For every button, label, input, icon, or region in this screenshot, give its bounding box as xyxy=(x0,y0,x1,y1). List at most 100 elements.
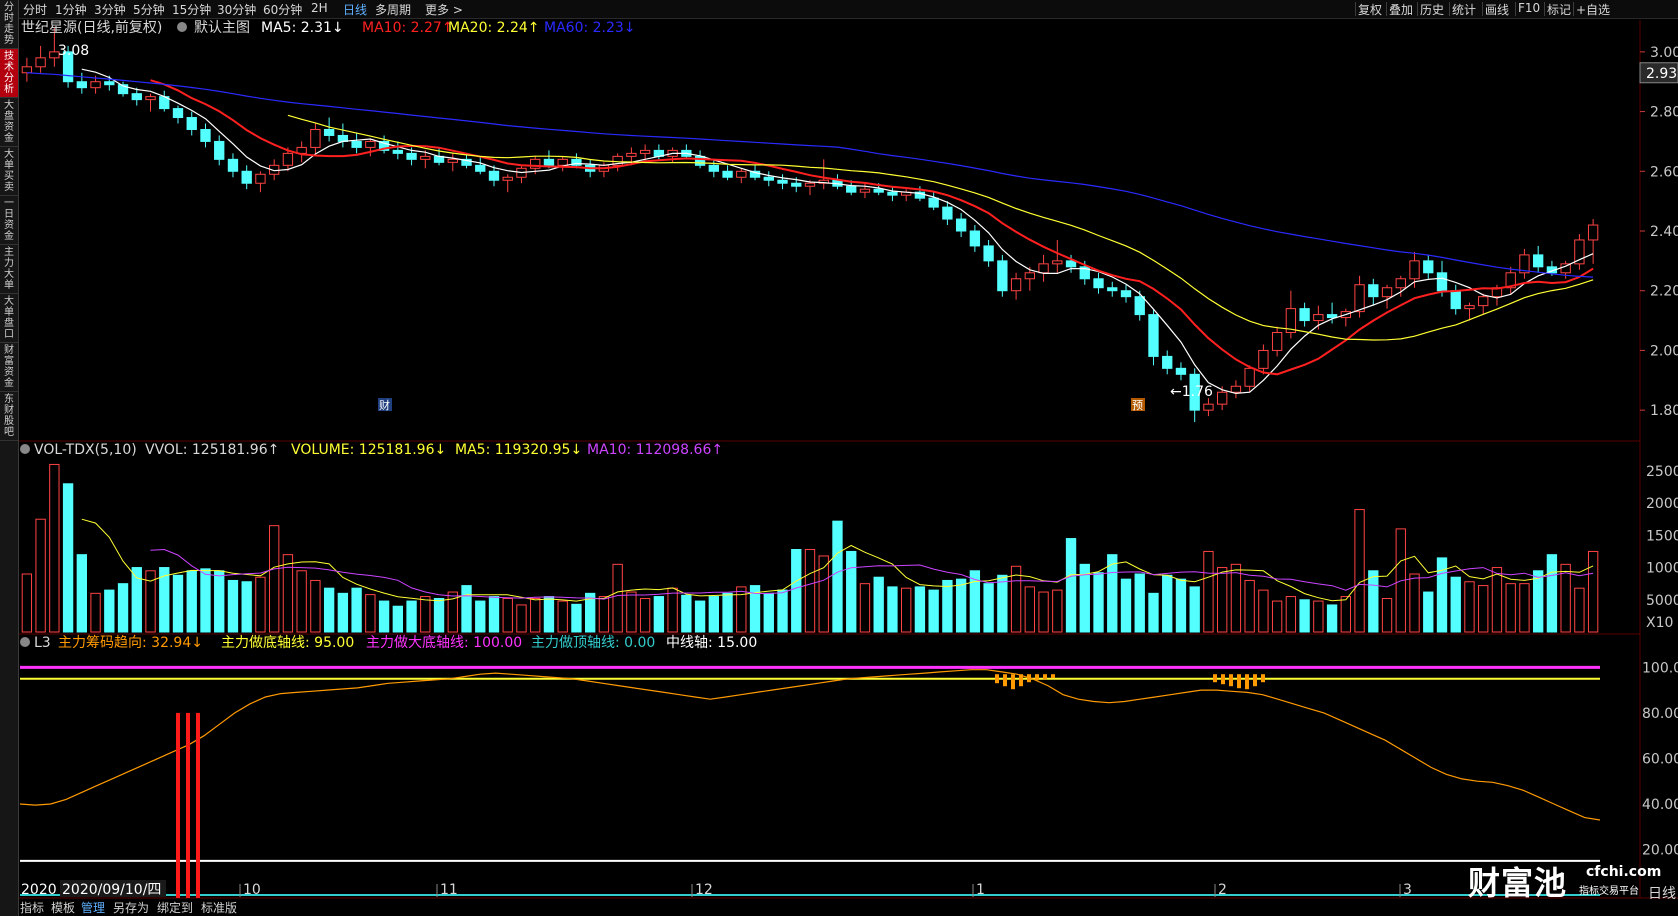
volume-bar xyxy=(667,587,678,633)
sidebar-item-0[interactable]: 分时走势 xyxy=(0,0,18,49)
toolbar-button-3[interactable]: 统计 xyxy=(1452,3,1477,17)
timeframe-9[interactable]: 多周期 xyxy=(375,3,412,17)
timeframe-3[interactable]: 5分钟 xyxy=(133,3,165,17)
volume-bar xyxy=(942,579,953,633)
candle-body xyxy=(351,140,362,148)
candle-body xyxy=(1175,367,1187,375)
volume-bar xyxy=(502,597,513,633)
toolbar-button-1[interactable]: 叠加 xyxy=(1389,3,1414,17)
timeframe-1[interactable]: 1分钟 xyxy=(55,3,87,17)
candle-body xyxy=(887,191,898,196)
candle-body xyxy=(1024,272,1035,280)
toolbar-button-5[interactable]: F10 xyxy=(1518,1,1541,15)
sidebar-item-5[interactable]: 主力大单 xyxy=(0,245,18,294)
bottom-tab-standard[interactable]: 标准版 xyxy=(201,901,238,915)
candle-body xyxy=(420,155,431,160)
candle-body xyxy=(104,81,115,86)
timeframe-6[interactable]: 60分钟 xyxy=(263,3,303,17)
toolbar-separator xyxy=(1386,2,1387,16)
orange-signal-bar xyxy=(1019,674,1023,687)
candle-body xyxy=(557,158,568,166)
volume-bar xyxy=(612,563,623,633)
orange-signal-bar xyxy=(1229,674,1233,687)
indicator-axis-label: 80.00 xyxy=(1642,706,1678,722)
candle-body xyxy=(406,152,417,160)
candle-body xyxy=(736,170,747,178)
volume-bar xyxy=(1313,600,1324,633)
candle-body xyxy=(214,140,225,160)
orange-signal-bar xyxy=(1003,674,1007,687)
candle-body xyxy=(1313,314,1324,322)
candle-body xyxy=(1230,385,1242,393)
volume-bar xyxy=(1258,589,1269,633)
sidebar-item-1[interactable]: 技术分析 xyxy=(0,49,18,98)
volume-bar xyxy=(406,600,417,633)
volume-bar xyxy=(598,596,610,633)
price-axis-label: 2.00 xyxy=(1650,343,1678,359)
timeframe-2[interactable]: 3分钟 xyxy=(94,3,126,17)
bottom-tab-manage[interactable]: 管理 xyxy=(81,901,106,915)
volume-bar xyxy=(571,603,582,633)
sidebar-item-4[interactable]: 一日资金 xyxy=(0,196,18,245)
volume-settings-icon xyxy=(20,444,30,454)
sidebar-item-8[interactable]: 东财股吧 xyxy=(0,392,18,441)
logo-domain: cfchi.com xyxy=(1586,864,1662,880)
candle-body xyxy=(1326,314,1338,319)
volume-bar xyxy=(488,596,500,633)
toolbar-separator xyxy=(1544,2,1545,16)
toolbar-button-4[interactable]: 画线 xyxy=(1485,3,1510,17)
bottom-tab-save-as[interactable]: 另存为 xyxy=(113,901,150,915)
timeframe-8[interactable]: 日线 xyxy=(343,3,368,17)
volume-bar xyxy=(543,596,555,633)
candle-body xyxy=(475,164,486,172)
volume-bar xyxy=(653,596,665,633)
toolbar-button-6[interactable]: 标记 xyxy=(1547,3,1572,17)
volume-bar xyxy=(901,587,912,633)
volume-legend: VOLUME: 125181.96↓ xyxy=(291,442,446,458)
volume-ma5-legend: MA5: 119320.95↓ xyxy=(455,442,582,458)
toolbar-button-2[interactable]: 历史 xyxy=(1420,3,1445,17)
left-sidebar: 分时走势 技术分析 大盘资金 大单买卖 一日资金 主力大单 大单盘口 财富资金 东财股吧 xyxy=(0,0,19,916)
candle-body xyxy=(530,158,541,169)
volume-bar xyxy=(214,570,225,633)
bottom-tab-bind-to[interactable]: 绑定到 xyxy=(157,901,194,915)
candle-body xyxy=(639,149,651,154)
candle-body xyxy=(447,158,458,163)
volume-bar xyxy=(997,574,1008,633)
volume-bar xyxy=(323,587,335,633)
timeframe-7[interactable]: 2H xyxy=(311,1,328,15)
candle-body xyxy=(323,128,335,136)
indicator-legend-trend: 主力筹码趋向: 32.94↓ xyxy=(58,634,203,651)
candle-body xyxy=(241,170,252,184)
timeframe-5[interactable]: 30分钟 xyxy=(217,3,257,17)
volume-bar xyxy=(887,586,898,633)
timeframe-4[interactable]: 15分钟 xyxy=(172,3,212,17)
indicator-axis-label: 60.00 xyxy=(1642,751,1678,767)
low-price-label: ←1.76 xyxy=(1170,384,1213,400)
event-marker: 预 xyxy=(1132,399,1143,412)
bottom-tab-indicator[interactable]: 指标 xyxy=(20,901,45,915)
toolbar-button-0[interactable]: 复权 xyxy=(1358,3,1383,17)
volume-bar xyxy=(1189,586,1200,633)
site-logo: 财富池 cfchi.com 指标交易平台 xyxy=(1468,858,1678,902)
sidebar-item-2[interactable]: 大盘资金 xyxy=(0,98,18,147)
volume-bar xyxy=(777,589,788,633)
timeframe-10[interactable]: 更多 > xyxy=(425,3,463,17)
bottom-tab-template[interactable]: 模板 xyxy=(51,901,76,915)
volume-bar xyxy=(1436,557,1448,633)
candle-body xyxy=(859,188,871,193)
volume-bar xyxy=(35,518,46,633)
month-label: 2 xyxy=(1218,882,1227,898)
toolbar-button-7[interactable]: +自选 xyxy=(1576,3,1611,17)
sidebar-item-7[interactable]: 财富资金 xyxy=(0,343,18,392)
timeframe-0[interactable]: 分时 xyxy=(23,3,48,17)
candle-body xyxy=(1505,272,1516,289)
sidebar-item-6[interactable]: 大单盘口 xyxy=(0,294,18,343)
sidebar-item-3[interactable]: 大单买卖 xyxy=(0,147,18,196)
candle-body xyxy=(145,96,156,101)
candle-body xyxy=(749,170,761,178)
price-axis-label: 2.80 xyxy=(1650,105,1678,121)
orange-signal-bar xyxy=(1027,674,1031,683)
candle-body xyxy=(49,51,60,59)
